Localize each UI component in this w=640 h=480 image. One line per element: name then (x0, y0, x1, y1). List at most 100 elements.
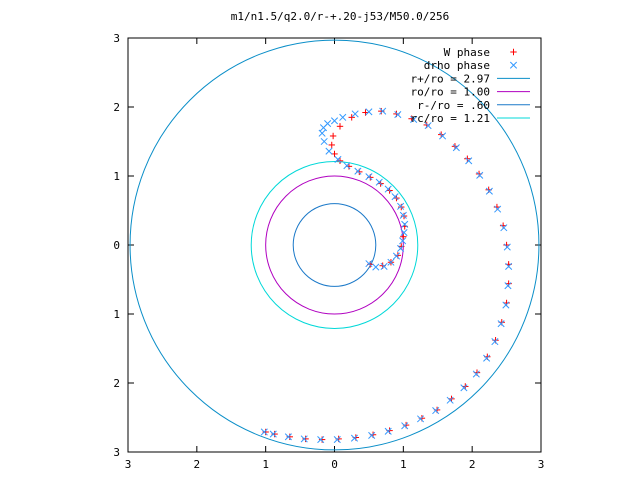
w-phase-point (302, 435, 309, 443)
drho-phase-point (491, 338, 499, 346)
legend-label-ro: ro/ro = 1.00 (411, 86, 490, 99)
legend-swatch-drho-phase (509, 61, 518, 69)
drho-phase-point (465, 157, 473, 165)
drho-phase-point (380, 262, 388, 270)
drho-phase-point (334, 155, 342, 163)
drho-phase-point (397, 202, 405, 210)
drho-phase-point (460, 384, 468, 392)
x-tick-label: 3 (538, 458, 545, 471)
w-phase-point (328, 141, 335, 149)
chart-title: m1/n1.5/q2.0/r-+.20-j53/M50.0/256 (231, 10, 450, 23)
drho-phase-point (365, 260, 373, 268)
legend-label-r-minus: r-/ro = .60 (417, 99, 490, 112)
drho-phase-point (300, 435, 308, 443)
x-tick-label: 0 (331, 458, 338, 471)
x-tick-label: 2 (469, 458, 476, 471)
y-tick-label: 3 (113, 446, 120, 459)
drho-phase-point (494, 205, 502, 213)
drho-phase-point (324, 120, 332, 128)
drho-phase-point (317, 436, 325, 444)
drho-phase-point (397, 244, 405, 253)
y-tick-label: 0 (113, 239, 120, 252)
drho-phase-point (384, 427, 392, 435)
drho-phase-point (320, 137, 328, 146)
drho-phase-point (452, 144, 460, 152)
drho-phase-point (472, 370, 480, 378)
data-points (260, 107, 513, 444)
drho-phase-point (401, 422, 409, 430)
drho-phase-point (504, 282, 512, 290)
circle-r-minus (292, 203, 377, 287)
drho-phase-point (392, 252, 401, 260)
y-tick-label: 2 (113, 101, 120, 114)
drho-phase-point (416, 415, 425, 423)
drho-phase-point (401, 220, 409, 228)
x-tick-label: 3 (125, 458, 132, 471)
drho-phase-point (330, 117, 339, 125)
y-tick-label: 2 (113, 377, 120, 390)
drho-phase-point (502, 301, 510, 309)
drho-phase-point (432, 407, 440, 415)
drho-phase-point (399, 211, 407, 219)
w-phase-point (336, 123, 344, 130)
drho-phase-point (372, 263, 380, 271)
drho-phase-point (260, 428, 268, 436)
y-tick-label: 1 (113, 170, 120, 183)
y-tick-label: 3 (113, 32, 120, 45)
drho-phase-point (497, 320, 505, 328)
drho-phase-point (325, 147, 333, 155)
drho-phase-point (394, 111, 402, 119)
x-tick-label: 2 (194, 458, 201, 471)
drho-phase-point (439, 132, 447, 140)
w-phase-point (400, 233, 407, 240)
drho-phase-point (339, 113, 347, 121)
drho-phase-point (410, 115, 418, 123)
circle-rc (250, 161, 419, 329)
drho-phase-point (351, 110, 359, 118)
drho-phase-point (483, 354, 491, 362)
legend-swatch-w-phase (510, 48, 517, 56)
drho-phase-point (350, 434, 359, 442)
drho-phase-point (384, 185, 392, 193)
drho-phase-point (375, 178, 383, 186)
drho-phase-point (284, 433, 292, 441)
w-phase-point (271, 430, 278, 438)
drho-phase-point (505, 262, 513, 270)
drho-phase-point (387, 258, 395, 266)
drho-phase-point (343, 162, 351, 170)
legend-label-drho-phase: drho phase (424, 59, 490, 72)
w-phase-point (378, 107, 385, 115)
legend-label-w-phase: W phase (444, 46, 490, 59)
x-tick-label: 1 (400, 458, 407, 471)
drho-phase-point (446, 396, 454, 404)
drho-phase-point (391, 193, 399, 201)
drho-phase-point (500, 224, 508, 232)
drho-phase-point (368, 431, 376, 439)
reference-circles (129, 39, 540, 451)
drho-phase-point (333, 436, 341, 444)
legend-label-rc: rc/ro = 1.21 (411, 112, 490, 125)
w-phase-point (329, 132, 337, 140)
circle-ro (265, 175, 404, 315)
w-phase-point (286, 433, 293, 441)
w-phase-point (262, 428, 269, 436)
drho-phase-point (503, 243, 511, 251)
circle-r-plus (129, 39, 540, 451)
drho-phase-point (365, 173, 373, 181)
drho-phase-point (476, 171, 484, 179)
x-tick-label: 1 (262, 458, 269, 471)
drho-phase-point (318, 129, 326, 137)
drho-phase-point (354, 167, 362, 175)
drho-phase-point (424, 122, 432, 130)
drho-phase-point (365, 108, 373, 116)
drho-phase-point (400, 229, 408, 237)
legend-label-r-plus: r+/ro = 2.97 (411, 72, 490, 85)
y-tick-label: 1 (113, 308, 120, 321)
drho-phase-point (379, 107, 387, 115)
w-phase-point (348, 114, 355, 121)
w-phase-point (318, 436, 326, 443)
drho-phase-point (485, 187, 493, 195)
